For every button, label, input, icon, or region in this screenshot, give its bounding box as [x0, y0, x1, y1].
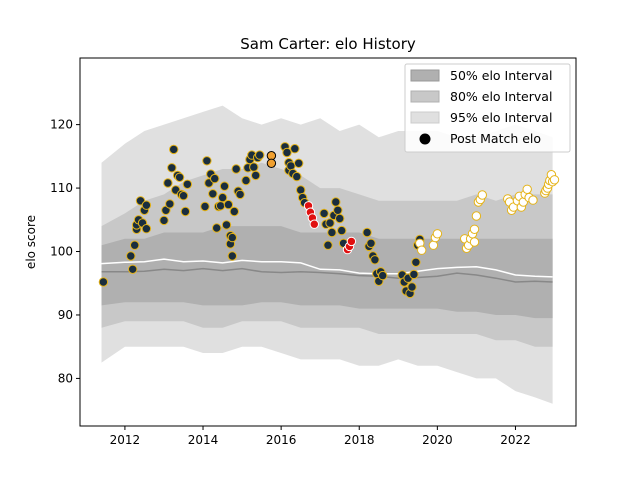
post-match-point	[335, 213, 345, 224]
post-match-point	[174, 172, 185, 183]
post-match-point	[323, 240, 333, 250]
post-match-point	[294, 158, 304, 169]
y-tick-label: 90	[58, 308, 73, 322]
median-elo-line	[101, 267, 553, 283]
post-match-point	[255, 150, 265, 160]
post-match-point	[227, 232, 238, 243]
post-match-point	[231, 164, 241, 174]
post-match-point	[292, 171, 302, 182]
post-match-point	[251, 170, 261, 181]
legend-label-80: 80% elo Interval	[450, 89, 552, 104]
post-match-point	[163, 178, 173, 188]
post-match-point	[126, 251, 136, 261]
post-match-point	[477, 190, 487, 200]
x-tick-label: 2016	[266, 433, 297, 447]
post-match-point	[469, 224, 480, 235]
x-tick-label: 2012	[110, 433, 141, 447]
plot-frame	[79, 57, 577, 427]
post-match-point	[370, 255, 380, 265]
post-match-point	[286, 161, 296, 171]
post-match-point	[221, 220, 232, 230]
mean-elo-line	[101, 258, 553, 278]
y-tick-label: 120	[50, 118, 73, 132]
post-match-point	[417, 245, 427, 255]
legend-swatch-80	[410, 90, 440, 103]
post-match-point	[141, 224, 152, 234]
post-match-point	[229, 206, 240, 217]
post-match-point	[366, 238, 376, 249]
post-match-point	[235, 189, 245, 200]
post-match-point	[362, 227, 372, 238]
post-match-point	[378, 270, 388, 281]
post-match-point	[411, 257, 421, 267]
legend-box	[404, 63, 571, 153]
post-match-point	[325, 218, 335, 228]
post-match-point	[319, 208, 329, 219]
post-match-point	[98, 277, 109, 287]
post-match-point	[180, 206, 191, 217]
legend-marker-post-match	[419, 133, 431, 145]
post-match-point	[217, 192, 228, 203]
legend-label-post-match: Post Match elo	[450, 131, 541, 146]
legend-label-50: 50% elo Interval	[450, 68, 552, 83]
post-match-point	[333, 205, 343, 216]
band-50-interval	[101, 226, 553, 319]
post-match-point	[428, 240, 439, 250]
post-match-point	[549, 175, 560, 185]
post-match-point	[167, 163, 177, 173]
post-match-point	[471, 211, 482, 221]
post-match-point	[337, 225, 347, 236]
post-match-point	[159, 215, 169, 226]
post-match-point	[212, 223, 222, 233]
chart-title: Sam Carter: elo History	[240, 35, 416, 53]
post-match-point	[169, 144, 179, 155]
x-tick-label: 2020	[422, 433, 453, 447]
post-match-point	[210, 173, 220, 184]
post-match-point	[409, 269, 419, 280]
post-match-point	[165, 199, 175, 209]
post-match-point	[528, 195, 538, 205]
post-match-point	[432, 229, 443, 239]
post-match-point	[202, 156, 212, 166]
post-match-point	[141, 200, 152, 210]
legend-swatch-95	[410, 111, 440, 124]
legend-swatch-50	[410, 69, 440, 82]
post-match-point	[309, 219, 319, 229]
post-match-point	[215, 201, 226, 211]
post-match-point	[182, 179, 193, 190]
post-match-point	[266, 158, 277, 169]
post-match-point	[241, 175, 251, 186]
legend: 50% elo Interval 80% elo Interval 95% el…	[404, 63, 571, 153]
y-tick-label: 110	[50, 181, 73, 195]
post-match-point	[249, 162, 259, 172]
post-match-point	[522, 184, 532, 195]
x-tick-label: 2014	[188, 433, 219, 447]
post-match-point	[200, 201, 210, 212]
post-match-point	[130, 240, 140, 250]
post-match-point	[469, 237, 480, 247]
post-match-point	[296, 185, 306, 195]
post-match-point	[290, 144, 300, 154]
post-match-point	[128, 264, 138, 274]
post-match-point	[227, 251, 238, 261]
post-match-point	[282, 147, 292, 158]
x-tick-label: 2022	[500, 433, 531, 447]
post-match-point	[331, 197, 341, 207]
post-match-point	[407, 282, 417, 292]
legend-label-95: 95% elo Interval	[450, 110, 552, 125]
y-axis-label: elo score	[24, 215, 38, 269]
post-match-point	[346, 236, 357, 247]
x-tick-label: 2018	[344, 433, 375, 447]
y-tick-label: 100	[50, 245, 73, 259]
y-tick-label: 80	[58, 371, 73, 385]
post-match-point	[219, 181, 230, 191]
post-match-point	[327, 227, 337, 238]
post-match-point	[223, 199, 234, 210]
post-match-point	[208, 189, 218, 199]
post-match-point	[178, 191, 189, 201]
